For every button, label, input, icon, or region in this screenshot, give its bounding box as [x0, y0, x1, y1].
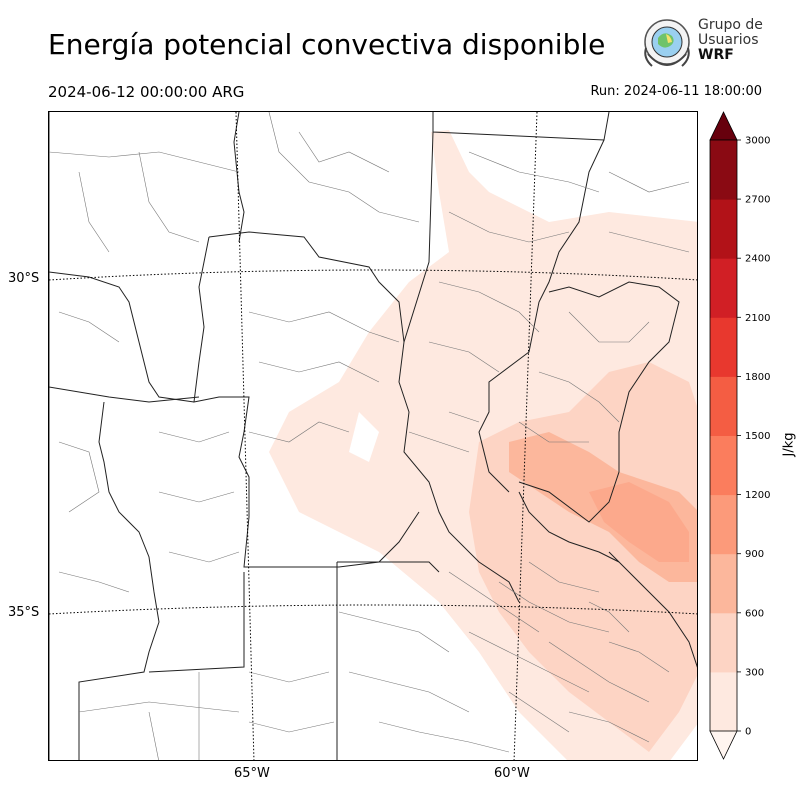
- lon-label-65w: 65°W: [234, 766, 270, 781]
- colorbar-segment: [710, 435, 737, 496]
- colorbar-tick-label: 2400: [745, 254, 770, 265]
- colorbar-tick-label: 1200: [745, 490, 770, 501]
- colorbar-extend-low: [709, 730, 738, 760]
- colorbar-extend-high: [709, 111, 738, 141]
- colorbar-segment: [710, 553, 737, 614]
- valid-time: 2024-06-12 00:00:00 ARG: [48, 83, 245, 101]
- province-borders: [49, 112, 697, 760]
- lat-label-30s: 30°S: [8, 271, 40, 286]
- map-canvas: [49, 112, 697, 760]
- page-title: Energía potencial convectiva disponible: [48, 28, 606, 61]
- colorbar-segment: [710, 199, 737, 259]
- colorbar-tick-label: 3000: [745, 136, 770, 147]
- cape-level-600-900-b: [589, 482, 689, 562]
- logo-line-1: Grupo de: [698, 17, 763, 33]
- colorbar-tick-label: 1800: [745, 372, 770, 383]
- colorbar-segment: [710, 494, 737, 555]
- cape-shading: [269, 130, 697, 760]
- meridian-65w: [235, 112, 255, 760]
- cape-level-0-300-gap: [349, 412, 379, 462]
- colorbar-segment: [710, 376, 737, 436]
- lat-label-35s: 35°S: [8, 605, 40, 620]
- colorbar-segment: [710, 612, 737, 673]
- colorbar-tick-label: 2700: [745, 195, 770, 206]
- run-time: Run: 2024-06-11 18:00:00: [590, 84, 762, 99]
- lon-label-60w: 60°W: [494, 766, 530, 781]
- logo-line-3: WRF: [698, 47, 734, 63]
- colorbar-svg: 0 300 600 900 1200 1500 1800 2100 2400 2700 3000: [709, 111, 770, 760]
- colorbar-tick-label: 900: [745, 549, 764, 560]
- colorbar-segment: [710, 671, 737, 732]
- colorbar-segment: [710, 140, 737, 200]
- globe-icon: [644, 19, 690, 67]
- wrf-logo: Grupo de Usuarios WRF: [638, 14, 768, 74]
- colorbar-tick-label: 1500: [745, 431, 770, 442]
- logo-line-2: Usuarios: [698, 32, 759, 48]
- colorbar-tick-label: 0: [745, 727, 751, 738]
- colorbar-tick-label: 600: [745, 608, 764, 619]
- graticule: [49, 112, 697, 760]
- map-panel: [48, 111, 698, 761]
- colorbar-tick-label: 300: [745, 667, 764, 678]
- colorbar-segment: [710, 258, 737, 318]
- parallel-30s: [49, 269, 697, 281]
- department-borders: [49, 112, 690, 760]
- colorbar: 0 300 600 900 1200 1500 1800 2100 2400 2700 3000: [705, 111, 795, 761]
- colorbar-tick-label: 2100: [745, 313, 770, 324]
- colorbar-segment: [710, 317, 737, 377]
- parallel-35s: [49, 604, 697, 615]
- colorbar-unit-label: J/kg: [781, 432, 797, 457]
